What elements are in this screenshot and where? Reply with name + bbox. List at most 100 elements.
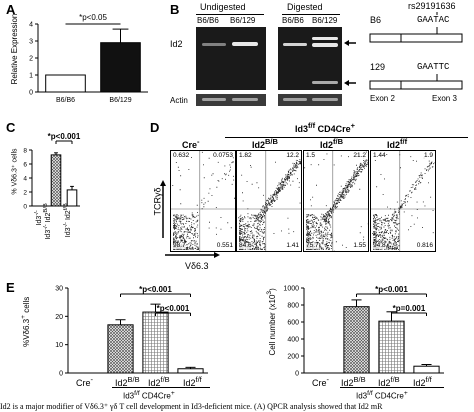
lane-label-3: B6/B6 bbox=[282, 16, 304, 25]
e2-xtick-1: Cre- bbox=[312, 375, 330, 388]
e2-sig-1-label: *p<0.001 bbox=[375, 285, 408, 294]
y-tick-label: 2 bbox=[23, 190, 27, 197]
e2-sig-2-label: *p=0.001 bbox=[393, 304, 426, 313]
y-tick-label: 0 bbox=[295, 371, 299, 378]
gel-row-label-actin: Actin bbox=[170, 96, 188, 105]
bar bbox=[413, 365, 440, 374]
e1-xtick-2: Id2B/B bbox=[115, 375, 140, 388]
e2-xtick-4: Id2f/f bbox=[413, 375, 432, 388]
y-tick-label: 200 bbox=[287, 354, 299, 361]
gel-band bbox=[312, 37, 338, 40]
gene-box-b6 bbox=[369, 33, 463, 43]
facs-quadrant-bl: 98.7 bbox=[173, 241, 186, 249]
e1-xtick-1: Cre- bbox=[76, 375, 94, 388]
facs-quadrant-bl: 84.6 bbox=[239, 241, 252, 249]
e1-sig-2-label: *p<0.001 bbox=[157, 304, 190, 313]
snp-id: rs29191636 bbox=[408, 1, 456, 11]
e2-xtick-2: Id2B/B bbox=[341, 375, 366, 388]
panel-label-b: B bbox=[170, 2, 180, 17]
figure-caption: Id2 is a major modifier of Vδ6.3⁺ γδ T c… bbox=[0, 402, 383, 411]
arrow-upper-band bbox=[344, 40, 356, 46]
y-tick-label: 4 bbox=[29, 22, 33, 29]
gel-band bbox=[232, 98, 258, 101]
panel-label-a: A bbox=[6, 2, 16, 17]
facs-plot: 1.44 1.9 94.8 0.816 bbox=[370, 150, 436, 252]
panel-label-c: C bbox=[6, 120, 16, 135]
gel-band bbox=[202, 43, 226, 46]
facs-title-id2fb: Id2f/B bbox=[320, 137, 344, 150]
e2-xtick-3: Id2f/B bbox=[378, 375, 400, 388]
bar bbox=[177, 368, 204, 374]
gel-row-label-id2: Id2 bbox=[170, 39, 183, 49]
arrow-lower-band bbox=[344, 80, 356, 86]
gel-band bbox=[312, 81, 338, 84]
bar bbox=[107, 324, 134, 374]
facs-quadrant-br: 0.816 bbox=[416, 241, 433, 249]
facs-quadrant-bl: 75.7 bbox=[306, 241, 319, 249]
strain-129: 129 bbox=[370, 62, 386, 72]
facs-dots bbox=[171, 151, 235, 251]
panel-label-e: E bbox=[6, 280, 15, 295]
undigested-label: Undigested bbox=[200, 2, 246, 12]
facs-quadrant-tr: 0.0753 bbox=[213, 152, 233, 160]
gel-band bbox=[283, 98, 307, 101]
y-tick-label: 600 bbox=[287, 320, 299, 327]
lane-label-2: B6/129 bbox=[230, 16, 256, 25]
y-tick-label: 0 bbox=[59, 371, 63, 378]
gel-band bbox=[312, 43, 338, 47]
y-tick-label: 20 bbox=[55, 314, 63, 321]
undigested-bracket bbox=[196, 14, 264, 15]
y-tick-label: 0 bbox=[29, 90, 33, 97]
e1-group-label: Id3f/f CD4Cre+ bbox=[123, 390, 175, 401]
facs-quadrant-tl: 1.44 bbox=[373, 152, 386, 160]
exon-2-label: Exon 2 bbox=[370, 94, 395, 103]
facs-quadrant-tl: 1.5 bbox=[306, 152, 316, 160]
e2-group-line bbox=[340, 387, 444, 388]
sig-label: *p<0.05 bbox=[79, 13, 107, 22]
e1-xtick-3: Id2f/B bbox=[148, 375, 170, 388]
y-tick-label: 2 bbox=[29, 56, 33, 63]
facs-quadrant-br: 1.41 bbox=[286, 241, 299, 249]
facs-quadrant-tl: 1.82 bbox=[239, 152, 252, 160]
digested-bracket bbox=[282, 14, 340, 15]
panel-d-xaxis-label: Vδ6.3 bbox=[185, 261, 209, 271]
facs-dots bbox=[371, 151, 435, 251]
facs-plot: 0.632 0.0753 98.7 0.551 bbox=[170, 150, 236, 252]
e1-xtick-4: Id2f/f bbox=[183, 375, 202, 388]
y-tick-label: 1 bbox=[29, 73, 33, 80]
lane-label-4: B6/129 bbox=[312, 16, 338, 25]
y-tick-label: 0 bbox=[23, 204, 27, 211]
bar bbox=[343, 306, 370, 374]
sequence-129: GAATTC bbox=[417, 62, 450, 72]
y-tick-label: 3 bbox=[29, 39, 33, 46]
gel-undigested bbox=[196, 27, 266, 90]
sequence-b6: GAATAC bbox=[417, 15, 450, 25]
y-tick-label: 4 bbox=[23, 176, 27, 183]
facs-title-id2ff: Id2f/f bbox=[387, 137, 408, 150]
e1-group-line bbox=[112, 387, 210, 388]
y-tick-label: 1000 bbox=[283, 286, 299, 293]
facs-quadrant-tl: 0.632 bbox=[173, 152, 190, 160]
e2-group-label: Id3f/f CD4Cre+ bbox=[356, 390, 408, 401]
bar bbox=[100, 42, 141, 93]
facs-plot: 1.82 12.2 84.6 1.41 bbox=[236, 150, 302, 252]
lane-label-1: B6/B6 bbox=[197, 16, 219, 25]
facs-plot: 1.5 21.2 75.7 1.55 bbox=[303, 150, 369, 252]
gel-band bbox=[283, 43, 307, 46]
facs-quadrant-tr: 1.9 bbox=[423, 152, 433, 160]
facs-quadrant-tr: 12.2 bbox=[286, 152, 299, 160]
facs-title-cre-neg: Cre- bbox=[182, 137, 200, 150]
facs-quadrant-tr: 21.2 bbox=[353, 152, 366, 160]
facs-events bbox=[238, 153, 301, 250]
bar bbox=[142, 311, 169, 374]
facs-dots bbox=[237, 151, 301, 251]
panel-d-header: Id3f/f CD4Cre+ bbox=[295, 121, 356, 134]
facs-quadrant-br: 0.551 bbox=[216, 241, 233, 249]
facs-dots bbox=[304, 151, 368, 251]
facs-quadrant-bl: 94.8 bbox=[373, 241, 386, 249]
